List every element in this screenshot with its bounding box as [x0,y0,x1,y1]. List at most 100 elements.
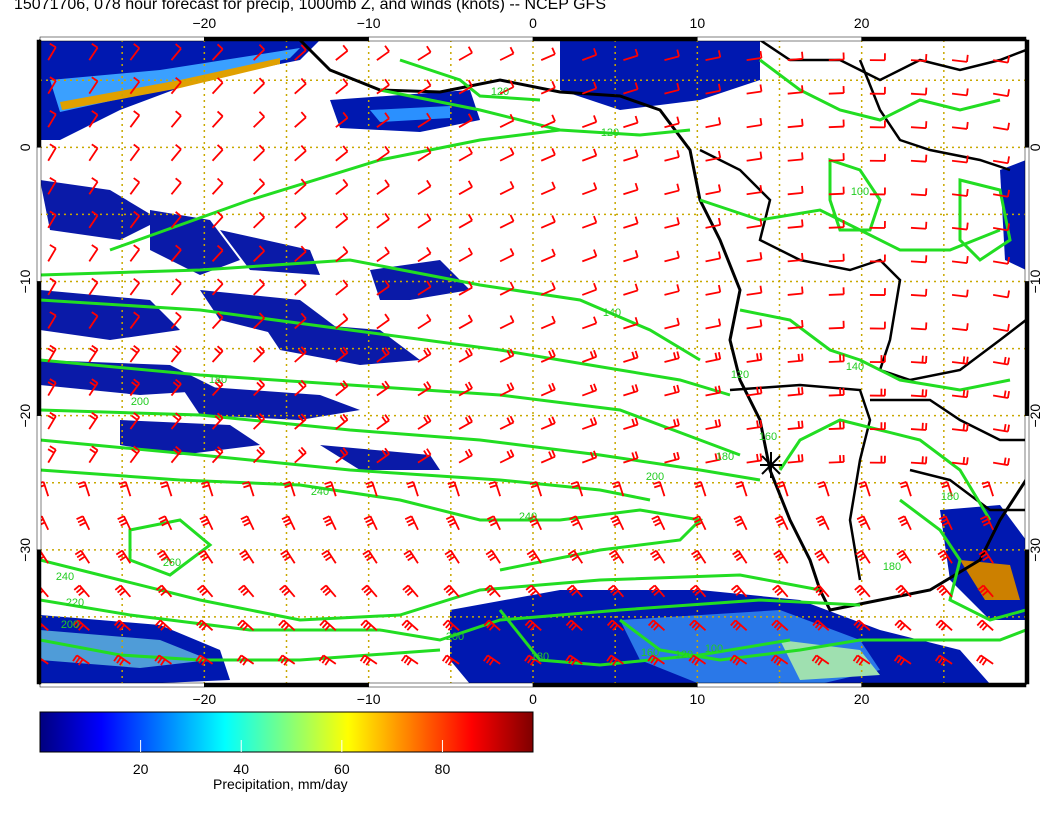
wind-barb [992,390,1010,399]
wind-barb [47,143,57,162]
wind-barb [376,246,390,263]
wind-barb [294,144,307,162]
wind-barb [335,246,349,263]
wind-barb [484,584,501,598]
wind-barb [47,411,57,430]
wind-barb [499,46,515,61]
wind-barb [417,79,432,95]
wind-barb [951,88,969,97]
lon-tick-label-bottom: 0 [529,691,537,707]
lon-tick-label-top: −20 [192,15,216,31]
wind-barb [400,654,419,666]
lon-tick-label-bottom: 20 [854,691,870,707]
wind-barb [540,382,556,397]
wind-barb [88,210,99,229]
wind-barb [664,217,680,229]
wind-barb [581,115,598,129]
wind-barb [746,285,763,296]
wind-barb [567,549,584,564]
wind-barb [623,350,639,363]
wind-barb [540,248,556,263]
wind-barb [896,549,912,564]
wind-barb [499,415,515,430]
contour-line [498,609,791,667]
wind-barbs [40,42,1010,666]
wind-barb [828,119,845,129]
wind-barb [705,184,722,196]
wind-barb [129,412,141,430]
frame-tick-segment [1024,281,1030,416]
wind-barb [855,549,871,564]
frame-tick-segment [1024,415,1030,551]
precip-area-band-10 [320,445,440,470]
lon-tick-label-bottom: 10 [690,691,706,707]
wind-barb [417,45,432,61]
wind-barb [992,156,1010,165]
west-africa-coastline [298,40,1026,612]
wind-barb [376,179,390,196]
contour-label: 180 [941,491,959,503]
wind-barb [992,423,1010,433]
wind-barb [951,289,969,298]
frame-tick-segment [36,281,42,416]
wind-barb [170,445,182,464]
wind-barb [581,81,598,95]
wind-barb [129,378,141,397]
frame-tick-segment [532,36,698,42]
wind-barb [581,215,598,229]
lat-tick-label-left: 0 [17,143,33,151]
wind-barb [746,117,763,129]
frame-tick-bars [36,36,1030,688]
contour-line [109,128,561,252]
wind-barb [88,110,99,128]
wind-barb [483,619,501,632]
wind-barb [992,55,1010,64]
wind-barb [705,385,722,397]
contour-line [958,178,1012,262]
wind-barb [853,619,871,632]
lat-tick-label-right: −10 [1027,269,1043,293]
wind-barb [294,212,307,229]
wind-barb [787,353,804,363]
wind-barb [581,148,598,162]
wind-barb [253,178,265,195]
contour-line [128,518,213,577]
wind-barb [294,178,307,195]
wind-barb [828,186,845,196]
wind-barb [417,179,432,196]
lat-tick-label-right: −30 [1027,538,1043,562]
wind-barb [417,381,432,397]
wind-barb [280,549,296,564]
wind-barb [787,387,804,397]
wind-barb [979,515,994,531]
wind-barb [294,77,307,95]
wind-barb [170,110,182,128]
wind-barb [815,515,830,531]
wind-barb [623,451,639,464]
wind-barb [565,619,583,632]
wind-barb [335,212,349,229]
wind-barb [40,621,49,632]
wind-barb [253,446,265,464]
map-title: 15071706, 078 hour forecast for precip, … [14,0,606,13]
wind-barb [869,288,886,296]
wind-barb [787,219,804,229]
wind-barb [869,187,886,196]
wind-barb [278,619,296,632]
wind-barb [115,549,132,564]
wind-barb [828,220,845,229]
wind-barb [581,48,598,61]
wind-barb [732,549,748,564]
wind-barb [129,177,141,195]
wind-barb [335,178,349,195]
lat-tick-label-left: −10 [17,269,33,293]
wind-barb [170,412,182,430]
wind-barb [910,54,928,62]
wind-barb [705,150,722,162]
wind-barb [499,214,515,229]
wind-barb [664,418,680,430]
contour-label: 100 [851,186,869,198]
wind-barb [458,46,473,61]
wind-barb [88,378,99,397]
wind-barb [170,177,182,195]
